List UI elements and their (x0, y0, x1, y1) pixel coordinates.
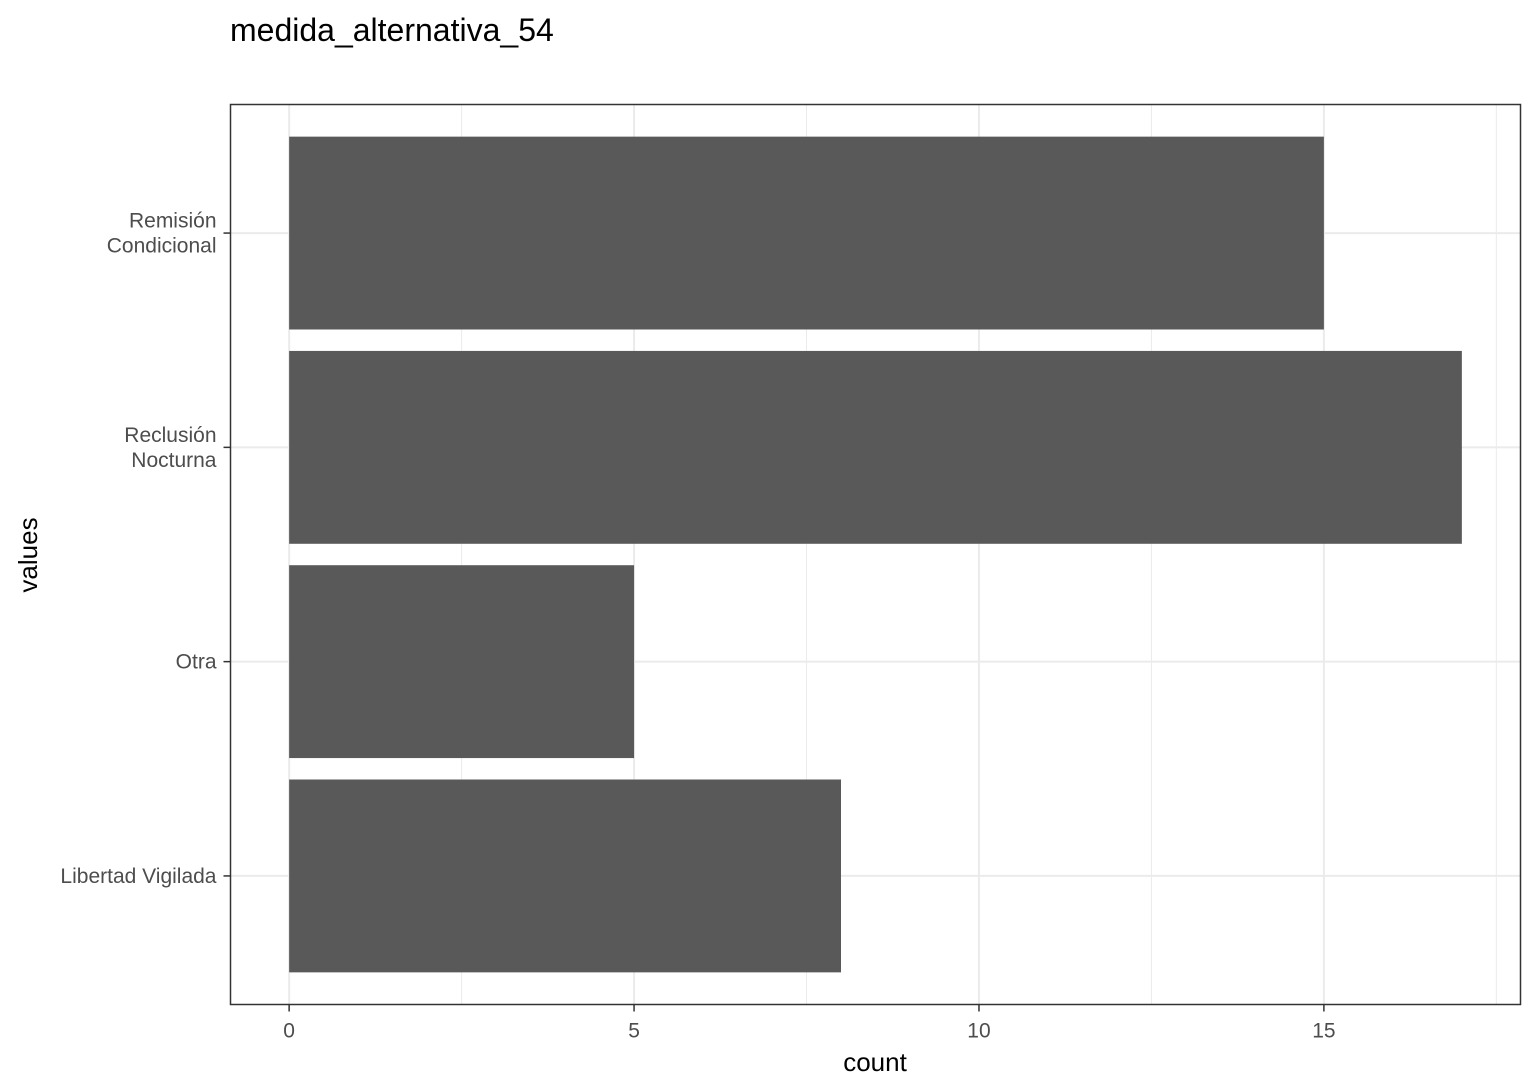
y-tick-label-0: Remisión Condicional (107, 210, 217, 258)
bar-0 (289, 136, 1324, 330)
x-tick-label-1: 5 (628, 1020, 640, 1043)
y-axis: Remisión Condicional Reclusión Nocturna Otra… (60, 210, 231, 888)
bar-3 (289, 779, 842, 973)
panel-border (229, 103, 1522, 1006)
chart-title: medida_alternativa_54 (230, 12, 554, 48)
x-tick-label-3: 15 (1312, 1020, 1335, 1043)
x-tick-label-0: 0 (283, 1020, 295, 1043)
x-tick-label-2: 10 (967, 1020, 990, 1043)
y-tick-label-2: Otra (176, 651, 217, 674)
y-tick-label-1: Reclusión Nocturna (124, 424, 217, 472)
x-axis-title: count (843, 1047, 907, 1077)
x-axis: 0 5 10 15 (283, 1004, 1336, 1043)
y-tick-label-3: Libertad Vigilada (60, 865, 216, 888)
bars (289, 136, 1462, 973)
bar-2 (289, 565, 635, 759)
y-axis-title: values (13, 517, 43, 592)
bar-1 (289, 350, 1462, 544)
